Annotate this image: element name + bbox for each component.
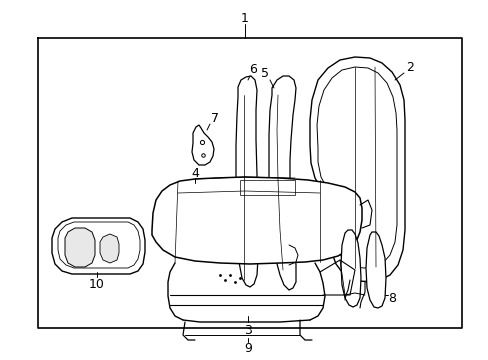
Polygon shape [58, 222, 140, 268]
Text: 2: 2 [405, 60, 413, 73]
Text: 4: 4 [191, 166, 199, 180]
Text: 7: 7 [210, 112, 219, 125]
Polygon shape [65, 228, 95, 267]
Polygon shape [192, 125, 214, 165]
Polygon shape [152, 177, 361, 264]
Text: 1: 1 [241, 12, 248, 24]
Polygon shape [268, 76, 295, 290]
Text: 8: 8 [387, 292, 395, 305]
Polygon shape [236, 76, 258, 287]
Polygon shape [240, 180, 294, 195]
Polygon shape [309, 57, 404, 282]
Polygon shape [365, 232, 385, 308]
Text: 3: 3 [244, 324, 251, 337]
Polygon shape [316, 67, 396, 268]
Text: 9: 9 [244, 342, 251, 355]
Text: 10: 10 [89, 279, 105, 292]
Polygon shape [340, 230, 360, 307]
Polygon shape [52, 218, 145, 274]
Text: 5: 5 [261, 67, 268, 80]
Text: 6: 6 [248, 63, 256, 76]
Polygon shape [100, 234, 119, 263]
